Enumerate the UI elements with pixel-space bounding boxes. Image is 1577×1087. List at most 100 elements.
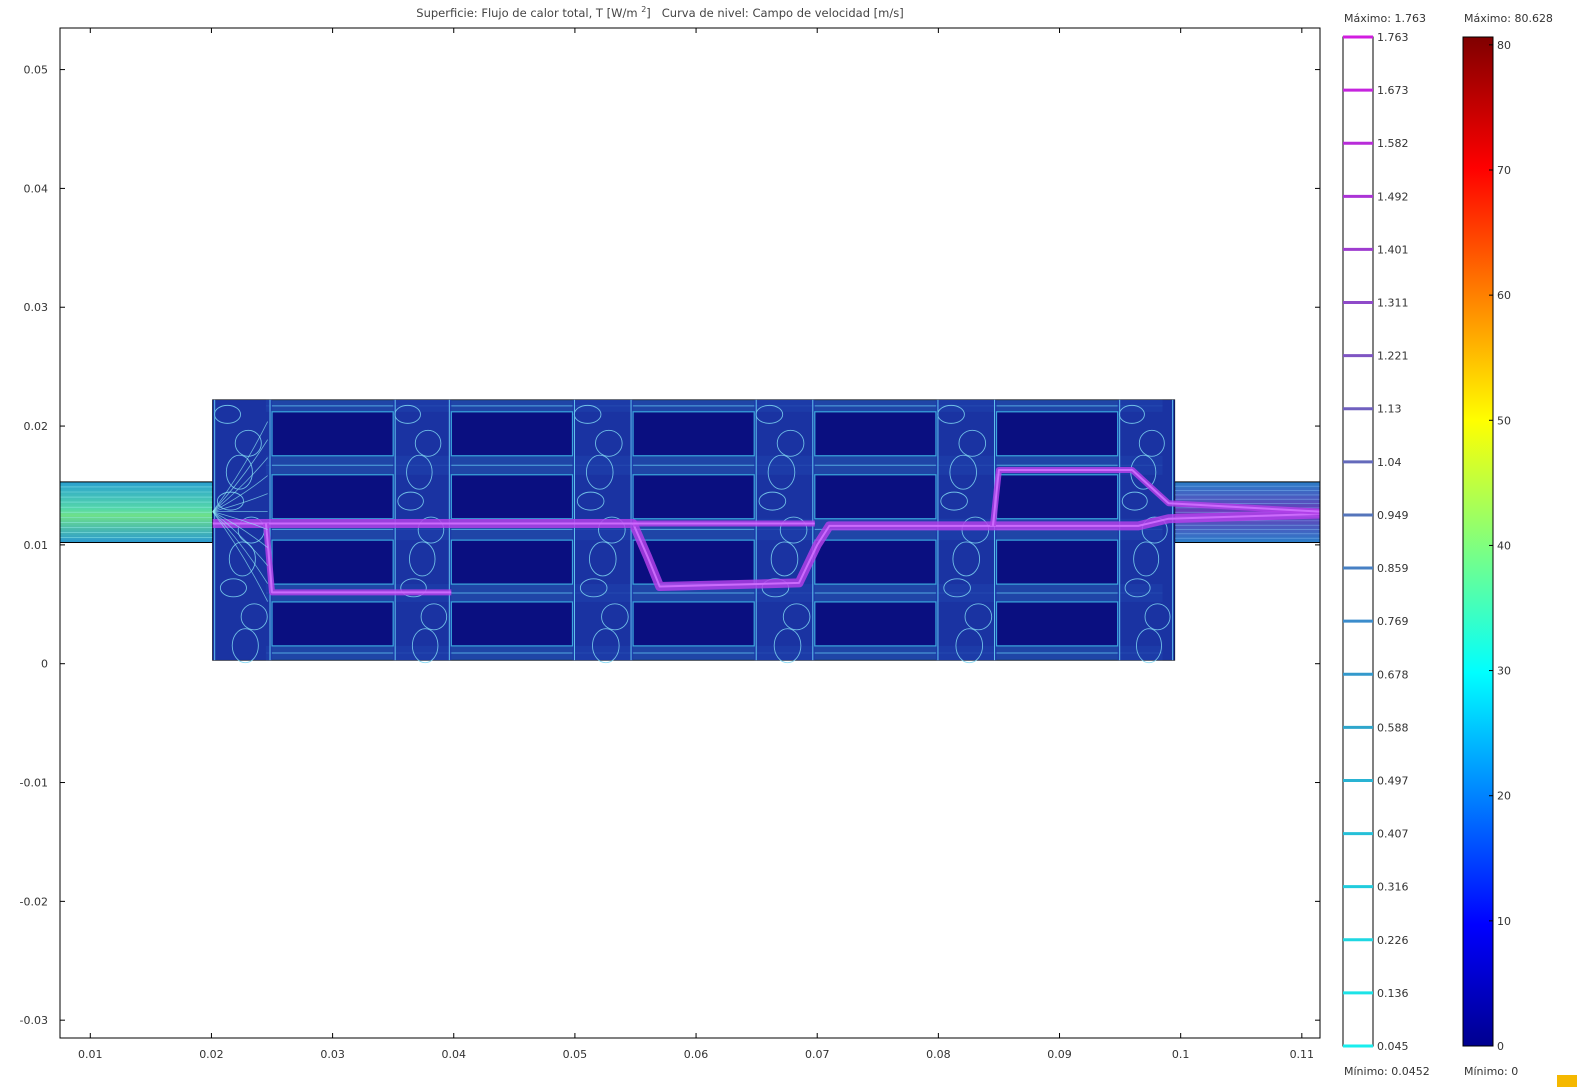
y-tick-label: 0	[41, 658, 48, 671]
y-tick-label: -0.01	[20, 777, 48, 790]
vortex-contour	[588, 541, 617, 577]
inlet-jet-contour	[212, 439, 268, 512]
surface-colorbar-gradient	[1462, 36, 1494, 1047]
contour-level-label: 0.136	[1377, 987, 1409, 1000]
contour-colorbar-min-label: Mínimo: 0.0452	[1344, 1065, 1430, 1078]
contour-level-label: 0.316	[1377, 881, 1409, 894]
surface-colorbar-tick-label: 10	[1497, 915, 1511, 928]
contour-level-label: 1.13	[1377, 403, 1402, 416]
x-tick-label: 0.07	[805, 1048, 830, 1061]
vortex-contour	[1138, 429, 1165, 457]
plot-title: Superficie: Flujo de calor total, T [W/m…	[0, 5, 1320, 20]
vortex-gap	[572, 399, 634, 661]
vortex-contour	[776, 429, 805, 457]
vortex-contour	[592, 628, 620, 664]
x-tick-label: 0.11	[1290, 1048, 1315, 1061]
vortex-contour	[1141, 516, 1168, 544]
solid-block	[450, 601, 574, 647]
contour-level-label: 1.673	[1377, 84, 1409, 97]
surface-colorbar-tick-label: 70	[1497, 164, 1511, 177]
vortex-contour	[955, 628, 984, 664]
solid-block	[271, 539, 394, 585]
solid-block	[814, 411, 937, 457]
x-tick-label: 0.01	[78, 1048, 103, 1061]
vortex-gap	[754, 399, 815, 661]
contour-level-label: 0.678	[1377, 668, 1409, 681]
y-tick-label: 0.04	[24, 182, 49, 195]
vortex-contour	[964, 603, 993, 631]
vortex-contour	[216, 491, 244, 511]
inlet-jet-contour	[212, 511, 269, 602]
solid-block	[814, 601, 937, 647]
contour-level-label: 1.582	[1377, 137, 1409, 150]
x-tick-label: 0.06	[684, 1048, 709, 1061]
solid-block	[995, 474, 1119, 520]
corner-marker	[1557, 1075, 1577, 1087]
vortex-contour	[409, 541, 436, 577]
y-tick-label: -0.02	[20, 895, 48, 908]
vortex-contour	[595, 429, 623, 457]
title-surface-suffix: ]	[646, 5, 651, 20]
solid-block	[995, 539, 1119, 585]
surface-colorbar-tick-label: 80	[1497, 39, 1511, 52]
vortex-contour	[958, 429, 987, 457]
vortex-contour	[228, 541, 256, 577]
vortex-contour	[414, 429, 442, 457]
title-surface-superscript: 2	[641, 5, 647, 14]
x-tick-label: 0.05	[563, 1048, 588, 1061]
y-tick-label: 0.02	[24, 420, 49, 433]
x-tick-label: 0.02	[199, 1048, 224, 1061]
solid-block	[995, 601, 1119, 647]
solid-block	[271, 411, 394, 457]
plot-frame	[59, 27, 1321, 1039]
inlet-jet-contour	[212, 421, 269, 512]
y-tick-label: 0.01	[24, 539, 49, 552]
vortex-contour	[598, 516, 626, 544]
y-tick-label: 0.05	[24, 64, 49, 77]
vortex-contour	[576, 491, 605, 511]
surface-colorbar-tick-label: 30	[1497, 665, 1511, 678]
axes: 0.01 0.02 0.03 0.04 0.05 0.06 0.07 0.08 0.09 0.1 0…	[20, 27, 1321, 1061]
solid-block	[450, 539, 574, 585]
vortex-contour	[240, 603, 268, 631]
inlet-jet-contour	[212, 475, 268, 512]
contour-level-label: 0.588	[1377, 721, 1409, 734]
title-contour: Curva de nivel: Campo de velocidad [m/s]	[661, 5, 904, 20]
solid-block	[632, 601, 755, 647]
vortex-contour	[1136, 628, 1162, 664]
velocity-contour-colorbar: Máximo: 1.763 1.763 1.673 1.582 1.492 1.401 1.…	[1342, 12, 1430, 1078]
y-tick-label: 0.03	[24, 301, 49, 314]
contour-level-label: 1.311	[1377, 297, 1409, 310]
heat-flux-surface-colorbar: Máximo: 80.628 80 70 60 50 40 30 20 10 0 Mínimo: 0	[1462, 12, 1553, 1078]
jet-core-line	[991, 469, 1321, 527]
contour-level-label: 0.226	[1377, 934, 1409, 947]
x-tick-label: 0.08	[926, 1048, 951, 1061]
contour-level-label: 0.949	[1377, 509, 1409, 522]
vortex-contour	[1121, 491, 1148, 511]
solid-block	[450, 411, 574, 457]
contour-level-label: 1.221	[1377, 350, 1409, 363]
vortex-contour	[397, 491, 424, 511]
inlet-jet-contour	[212, 493, 268, 512]
surface-colorbar-tick-label: 60	[1497, 289, 1511, 302]
vortex-contour	[417, 516, 445, 544]
vortex-contour	[411, 628, 439, 664]
jet-core-line	[265, 523, 452, 594]
solid-block	[632, 474, 755, 520]
surface-colorbar-tick-label: 40	[1497, 539, 1511, 552]
vortex-contour	[420, 603, 448, 631]
solid-block	[450, 474, 574, 520]
vortex-contour	[1133, 541, 1160, 577]
vortex-contour	[758, 491, 787, 511]
vortex-contour	[782, 603, 811, 631]
vortex-contour	[773, 628, 802, 664]
inlet-jet-contour	[212, 511, 268, 584]
contour-level-label: 1.492	[1377, 190, 1409, 203]
x-tick-label: 0.03	[320, 1048, 345, 1061]
vortex-contour	[770, 541, 799, 577]
contour-level-label: 1.401	[1377, 243, 1409, 256]
surface-colorbar-tick-label: 0	[1497, 1040, 1504, 1053]
vortex-contour	[225, 454, 253, 490]
vortex-contour	[952, 541, 981, 577]
contour-level-label: 0.859	[1377, 562, 1409, 575]
